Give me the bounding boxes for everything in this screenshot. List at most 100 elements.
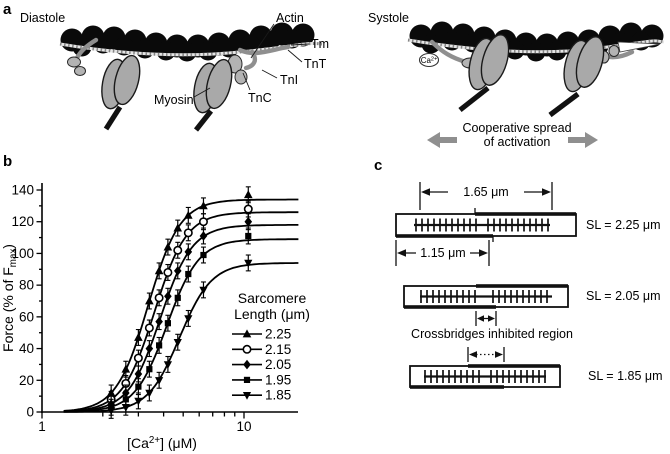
data-point xyxy=(184,315,193,324)
data-point xyxy=(184,247,193,257)
sl-225-label: SL = 2.25 μm xyxy=(586,218,661,232)
panel-c-sarcomere-schematics: 1.65 μm SL = 2.25 μm 1.15 μm SL = 2.05 μ… xyxy=(395,182,663,389)
data-point xyxy=(156,342,163,349)
fit-curve xyxy=(63,238,299,413)
spread-arrow-right-icon xyxy=(568,132,598,148)
systole-title: Systole xyxy=(368,11,409,25)
sarcomere-sl-185 xyxy=(409,364,561,389)
data-point xyxy=(174,294,181,301)
data-point xyxy=(134,397,143,406)
data-point xyxy=(244,259,253,268)
panel-a-cartoon: Diastole xyxy=(20,11,665,149)
y-tick-label: 60 xyxy=(19,309,34,324)
sl-205-label: SL = 2.05 μm xyxy=(586,289,661,303)
panel-a-letter: a xyxy=(3,1,12,18)
y-axis-title: Force (% of Fmax) xyxy=(0,244,19,352)
measure-arrow-165: 1.65 μm xyxy=(419,182,553,210)
data-point xyxy=(154,266,164,275)
myosin-heads-systole xyxy=(458,34,605,118)
data-point xyxy=(243,204,253,214)
data-point xyxy=(173,245,183,255)
chart-tick-labels: 0 20 40 60 80 100 120 140 1 10 xyxy=(11,183,251,435)
cooperative-spread-line1: Cooperative spread xyxy=(462,121,571,135)
force-pca-chart: 0 20 40 60 80 100 120 140 1 10 [Ca2+] (μM) Force (%… xyxy=(0,183,310,452)
panel-b-letter: b xyxy=(3,153,13,170)
calcium-label: Ca2+ xyxy=(421,56,438,65)
myosin-label: Myosin xyxy=(154,93,194,107)
calcium-badge: Ca2+ xyxy=(418,52,440,68)
crossbridges-inhibited-label: Crossbridges inhibited region xyxy=(411,327,573,341)
y-tick-label: 100 xyxy=(11,246,34,261)
spread-arrow-left-icon xyxy=(427,132,457,148)
data-point xyxy=(134,369,143,379)
myosin-heads-diastole xyxy=(101,54,233,132)
data-point xyxy=(183,228,193,238)
fit-curve xyxy=(63,198,299,412)
cooperative-spread-caption: Cooperative spread of activation xyxy=(427,121,598,149)
tni-label: TnI xyxy=(280,73,298,87)
data-point xyxy=(155,316,163,327)
data-point xyxy=(121,364,131,373)
data-point xyxy=(145,389,154,398)
data-point xyxy=(134,332,143,341)
measure-arrow-115: 1.15 μm xyxy=(395,240,490,266)
data-point xyxy=(145,343,154,354)
diastole-title: Diastole xyxy=(20,11,65,25)
measure-115-label: 1.15 μm xyxy=(420,246,465,260)
x-axis-title: [Ca2+] (μM) xyxy=(127,435,197,451)
fit-curve xyxy=(63,262,299,413)
fit-curve xyxy=(63,211,299,413)
data-point xyxy=(164,291,172,302)
data-point xyxy=(199,201,208,210)
data-point xyxy=(173,339,182,347)
y-tick-label: 120 xyxy=(11,214,34,229)
data-point xyxy=(184,210,193,219)
data-point xyxy=(121,404,130,412)
data-point xyxy=(146,366,153,373)
data-point xyxy=(107,407,116,416)
inhibited-region-arrow-dotted xyxy=(467,347,505,362)
measure-165-label: 1.65 μm xyxy=(463,185,508,199)
data-point xyxy=(145,296,154,305)
data-point xyxy=(133,353,143,363)
data-point xyxy=(163,361,172,370)
data-point xyxy=(243,190,253,199)
actin-label: Actin xyxy=(276,11,304,25)
tropomyosin-end-spear xyxy=(617,41,661,53)
data-point xyxy=(155,377,164,385)
legend-title-line: Sarcomere xyxy=(238,290,307,306)
tnt-label: TnT xyxy=(304,57,327,71)
data-point xyxy=(164,320,171,327)
x-tick-label: 10 xyxy=(236,419,251,434)
diastole-callouts: Actin Tm TnT TnI TnC Myosin xyxy=(154,11,329,107)
legend-entry-label: 1.95 xyxy=(265,372,291,387)
legend-entry-label: 2.25 xyxy=(265,327,291,342)
data-point xyxy=(173,266,182,276)
data-point xyxy=(244,216,253,227)
sl-185-label: SL = 1.85 μm xyxy=(588,369,663,383)
data-point xyxy=(185,270,192,278)
diastole-group: Diastole xyxy=(20,11,329,132)
legend-entry-label: 2.05 xyxy=(265,357,291,372)
chart-ticks xyxy=(36,189,245,419)
series-1.85 xyxy=(63,254,299,419)
sarcomere-sl-205 xyxy=(403,284,569,309)
x-tick-label: 1 xyxy=(38,419,46,434)
actin-filament-diastole xyxy=(60,22,315,62)
tnc-label: TnC xyxy=(248,91,272,105)
y-tick-label: 140 xyxy=(11,183,34,198)
sarcomere-sl-225 xyxy=(395,208,577,242)
series-2.25 xyxy=(63,186,299,412)
troponin-complex-left xyxy=(67,37,99,76)
tm-label: Tm xyxy=(311,37,329,51)
data-point xyxy=(199,231,208,241)
data-point xyxy=(163,242,173,251)
systole-group: Systole xyxy=(368,11,665,149)
data-point xyxy=(135,383,142,390)
legend-entry-label: 2.15 xyxy=(265,342,291,357)
cooperative-spread-line2: of activation xyxy=(484,135,551,149)
data-point xyxy=(200,251,207,259)
data-point xyxy=(199,286,208,295)
